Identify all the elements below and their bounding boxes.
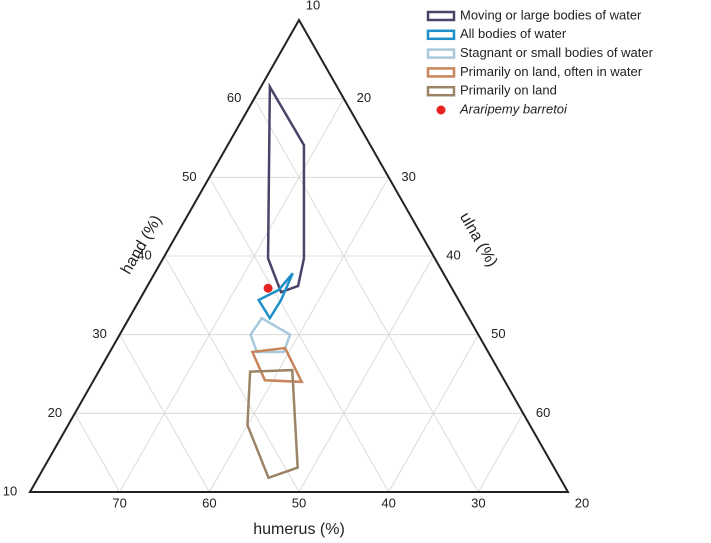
legend-swatch <box>426 29 456 41</box>
corner-label: 20 <box>575 495 589 510</box>
humerus-tick-label: 40 <box>381 495 395 510</box>
grid-line <box>164 255 300 493</box>
axis-title: humerus (%) <box>253 521 345 538</box>
grid-line <box>477 413 524 493</box>
region-outline <box>266 82 306 294</box>
legend: Moving or large bodies of water All bodie… <box>426 7 654 116</box>
grid-line <box>253 98 479 493</box>
axis-title: ulna (%) <box>456 210 501 270</box>
legend-label: Primarily on land, often in water <box>460 64 643 79</box>
humerus-tick-label: 30 <box>471 495 485 510</box>
ulna-tick-label: 50 <box>491 326 505 341</box>
legend-label: All bodies of water <box>460 26 567 41</box>
hand-tick-label: 40 <box>137 247 151 262</box>
region-outline <box>249 316 292 354</box>
grid-line <box>119 334 210 493</box>
grid-line <box>74 413 121 493</box>
hand-tick-label: 50 <box>182 169 196 184</box>
legend-swatch <box>426 67 456 78</box>
hand-tick-label: 30 <box>92 326 106 341</box>
legend-swatch <box>426 85 456 97</box>
legend-label: Araripemy barretoi <box>459 101 568 116</box>
legend-label: Primarily on land <box>460 83 557 98</box>
humerus-tick-label: 60 <box>202 495 216 510</box>
corner-label: 10 <box>306 0 320 12</box>
legend-swatch <box>436 105 446 115</box>
humerus-tick-label: 50 <box>292 495 306 510</box>
grid-line <box>208 177 390 493</box>
corner-label: 10 <box>3 483 17 498</box>
region-outline <box>246 368 299 480</box>
hand-tick-label: 60 <box>227 90 241 105</box>
legend-label: Stagnant or small bodies of water <box>460 45 654 60</box>
legend-swatch <box>426 10 456 22</box>
hand-tick-label: 20 <box>48 405 62 420</box>
legend-swatch <box>426 48 456 59</box>
data-point <box>263 283 273 293</box>
grid-line <box>119 98 345 493</box>
ulna-tick-label: 30 <box>401 169 415 184</box>
triangle-frame <box>28 17 570 493</box>
ulna-tick-label: 20 <box>357 90 371 105</box>
legend-label: Moving or large bodies of water <box>460 7 642 22</box>
ulna-tick-label: 40 <box>446 247 460 262</box>
grid-line <box>298 255 434 493</box>
region-outline <box>256 272 294 321</box>
ulna-tick-label: 60 <box>536 405 550 420</box>
humerus-tick-label: 70 <box>112 495 126 510</box>
